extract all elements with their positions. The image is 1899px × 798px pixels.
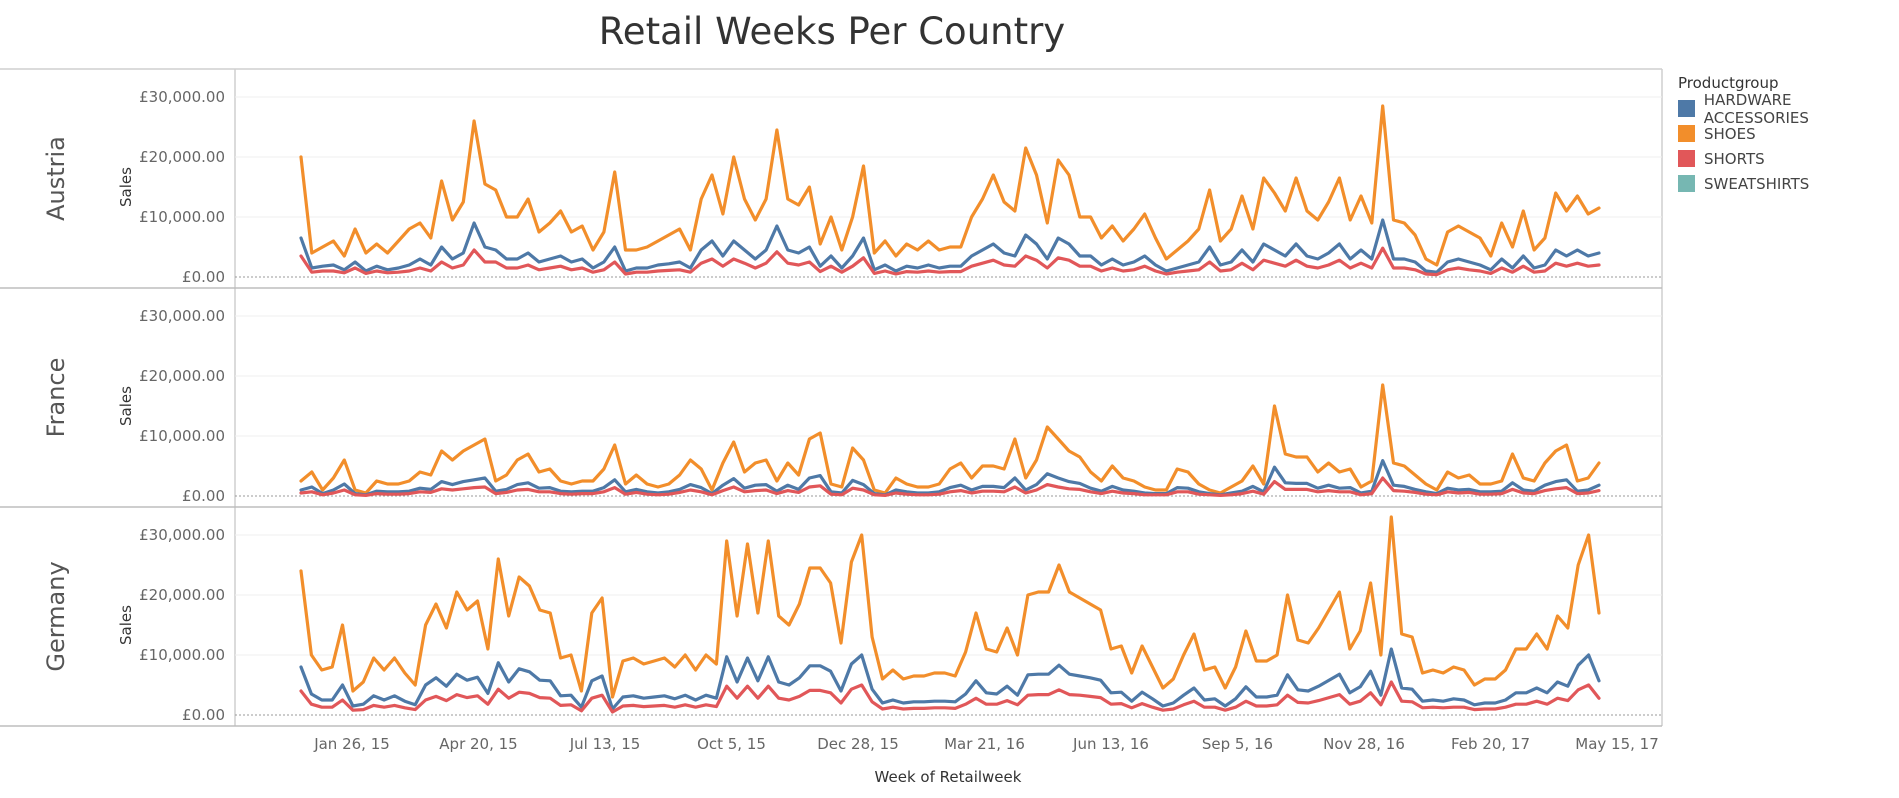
legend-swatch [1678,175,1695,192]
chart-title: Retail Weeks Per Country [598,10,1066,53]
y-axis-title: Sales [117,605,135,645]
legend: Productgroup HARDWARE ACCESSORIES SHOES SH… [1678,74,1899,196]
x-tick-label: Sep 5, 16 [1202,735,1273,753]
y-tick-label: £30,000.00 [139,88,225,106]
x-tick-label: Jan 26, 15 [313,735,390,753]
series-line-shoes [299,515,1601,699]
x-axis-title: Week of Retailweek [875,768,1022,786]
x-tick-label: Feb 20, 17 [1451,735,1530,753]
legend-swatch [1678,125,1695,142]
legend-item: SHORTS [1678,146,1899,171]
series-line-shorts [299,246,1601,277]
legend-label: SHORTS [1704,149,1765,168]
y-axis-title: Sales [117,167,135,207]
y-tick-label: £20,000.00 [139,586,225,604]
y-tick-label: £10,000.00 [139,427,225,445]
y-tick-label: £10,000.00 [139,646,225,664]
x-tick-label: Jun 13, 16 [1072,735,1149,753]
series-line-hardware-accessories [299,647,1601,711]
y-axis-title: Sales [117,386,135,426]
x-tick-label: Oct 5, 15 [697,735,766,753]
y-tick-label: £0.00 [182,268,225,286]
y-tick-label: £30,000.00 [139,526,225,544]
x-tick-label: Jul 13, 15 [569,735,641,753]
row-header-country: France [42,358,70,438]
legend-label: SHOES [1704,124,1756,143]
legend-title: Productgroup [1678,74,1779,92]
row-header-country: Germany [42,561,70,671]
x-tick-label: Apr 20, 15 [439,735,517,753]
legend-item: HARDWARE ACCESSORIES [1678,91,1899,127]
y-tick-label: £0.00 [182,487,225,505]
legend-swatch [1678,150,1695,167]
y-tick-label: £10,000.00 [139,208,225,226]
legend-label: SWEATSHIRTS [1704,174,1810,193]
legend-swatch [1678,100,1695,117]
x-tick-label: Dec 28, 15 [817,735,899,753]
series-line-hardware-accessories [299,459,1601,497]
legend-item: SHOES [1678,121,1899,146]
series-line-hardware-accessories [299,218,1601,274]
y-tick-label: £20,000.00 [139,367,225,385]
y-tick-label: £30,000.00 [139,307,225,325]
x-tick-label: Nov 28, 16 [1323,735,1405,753]
legend-item: SWEATSHIRTS [1678,171,1899,196]
series-line-shoes [299,383,1601,495]
legend-label: HARDWARE ACCESSORIES [1703,90,1809,127]
row-header-country: Austria [42,136,70,221]
series-line-shorts [299,476,1601,497]
x-tick-label: Mar 21, 16 [944,735,1025,753]
y-tick-label: £20,000.00 [139,148,225,166]
series-line-shorts [299,680,1601,714]
x-tick-label: May 15, 17 [1575,735,1659,753]
series-line-shoes [299,104,1601,267]
y-tick-label: £0.00 [182,706,225,724]
